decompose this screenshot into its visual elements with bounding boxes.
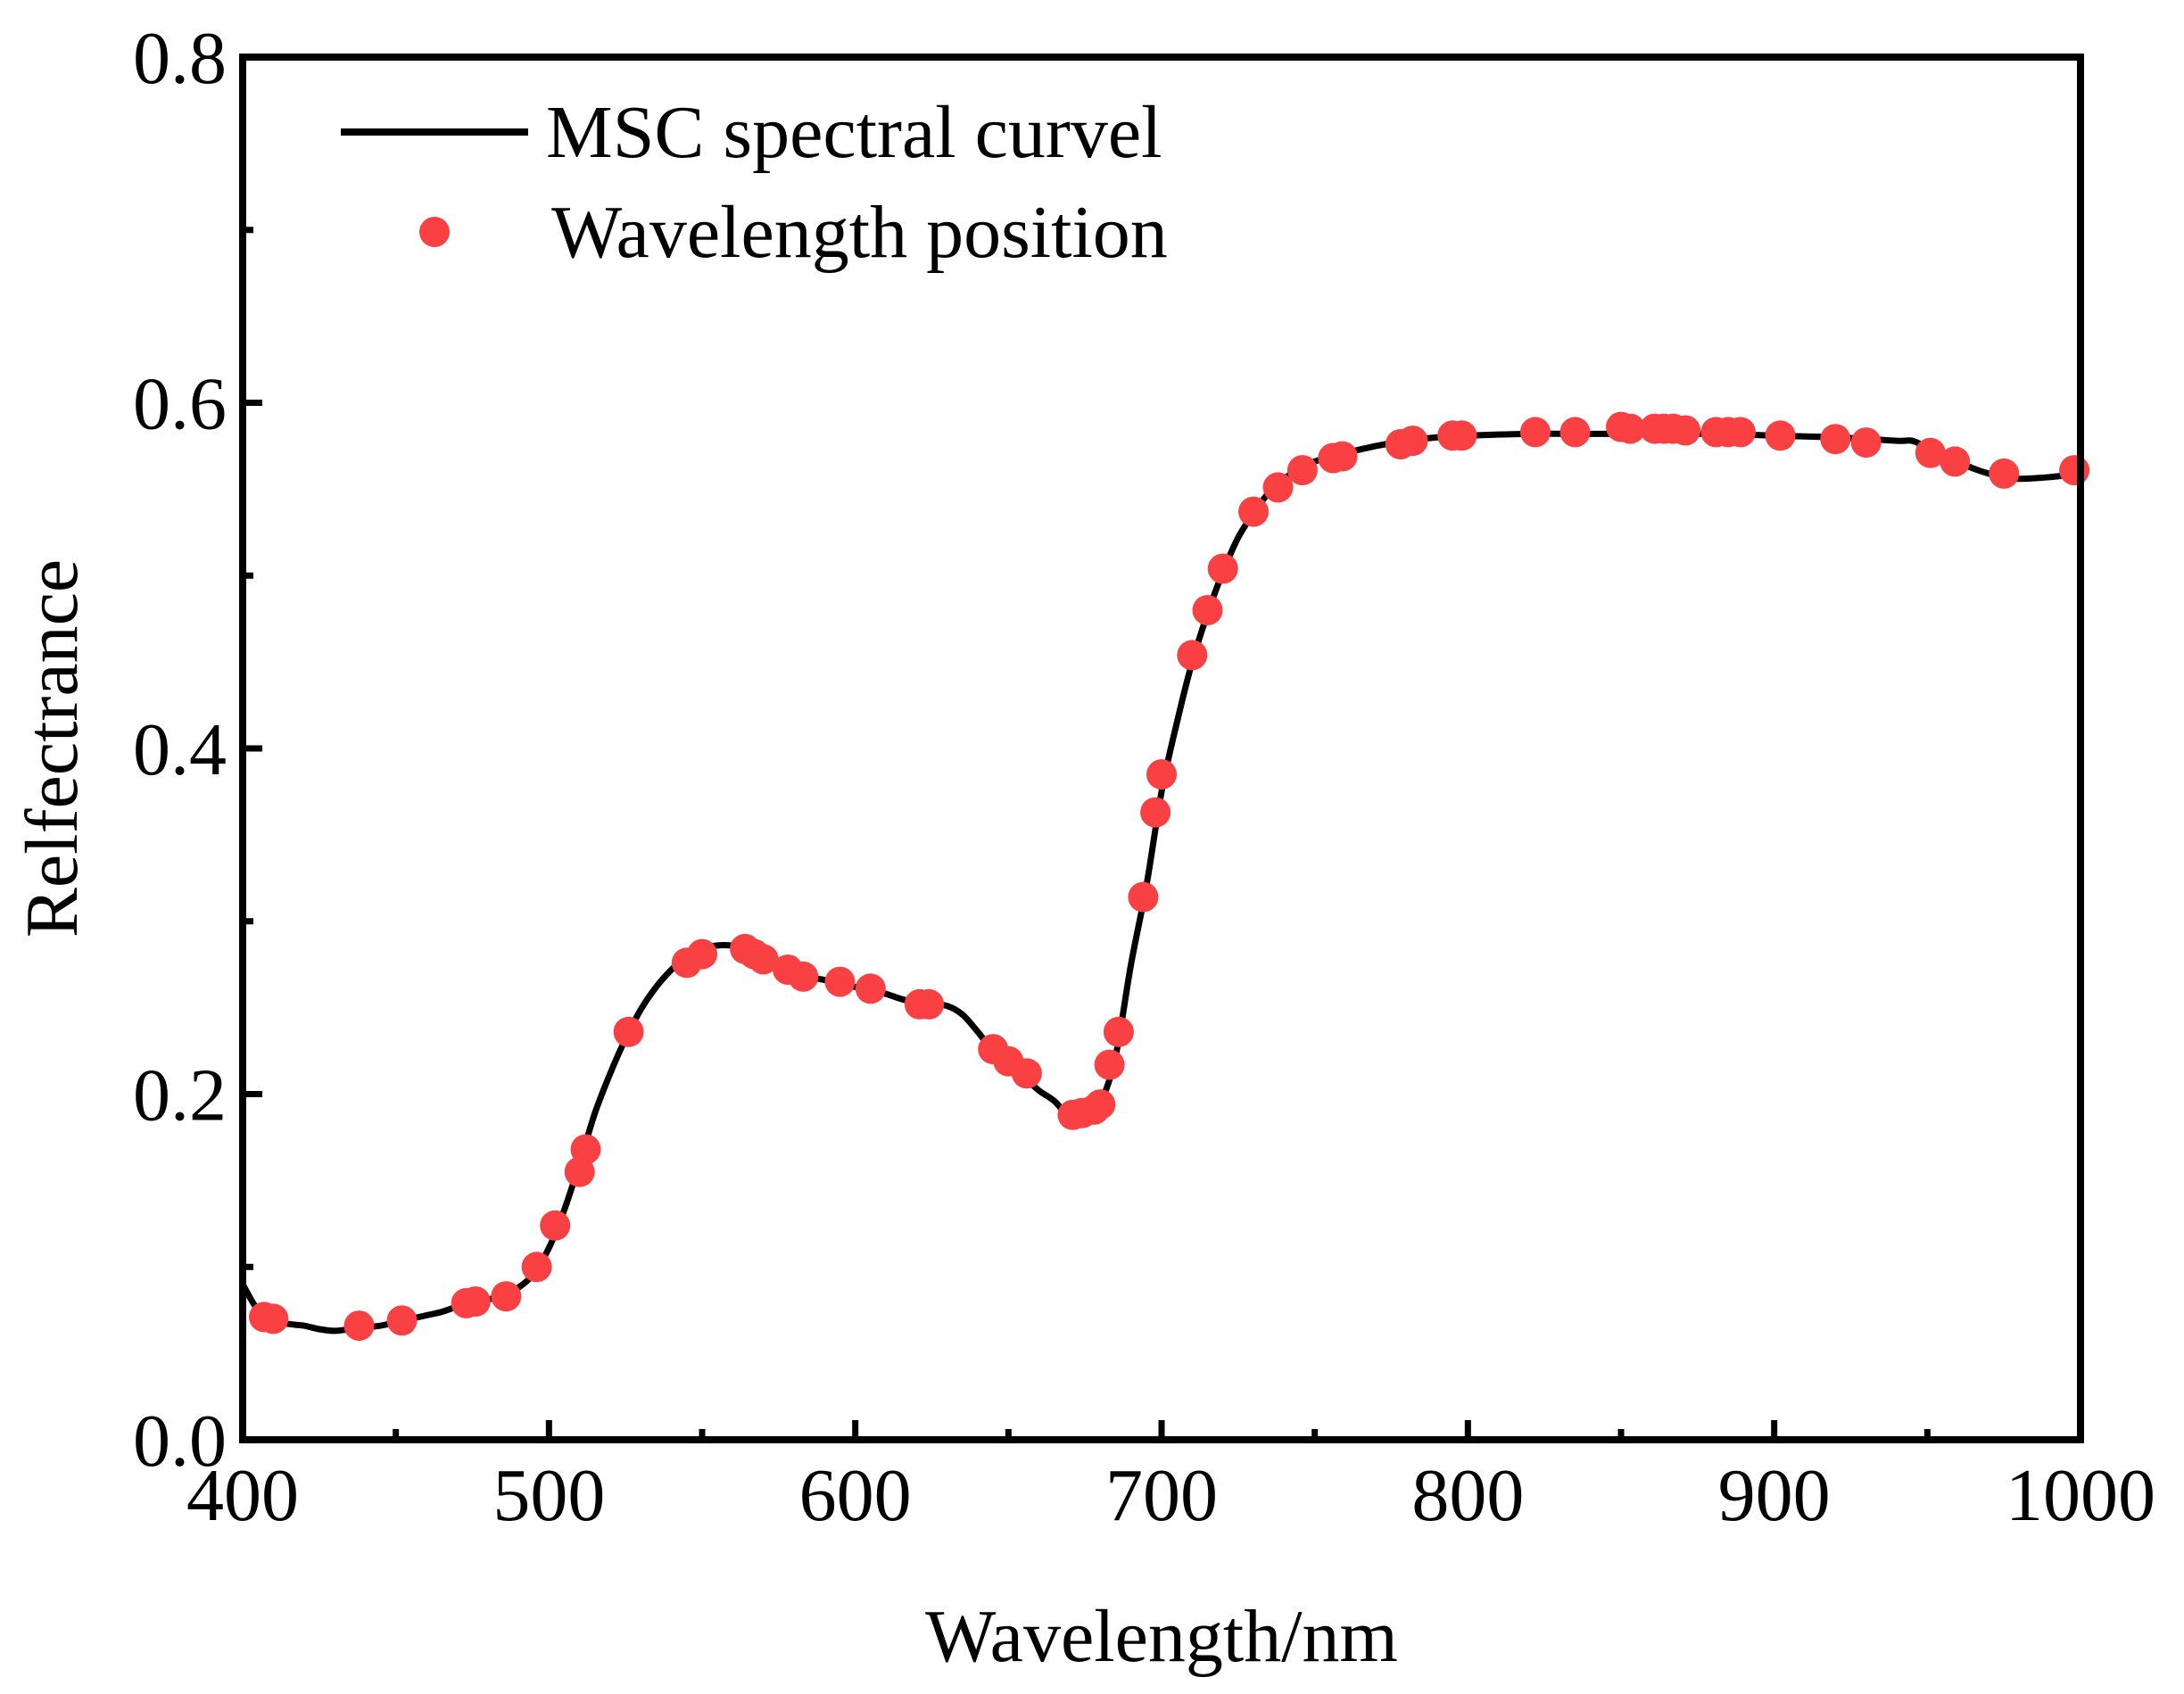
msc-spectral-curve <box>239 430 2084 1335</box>
legend-label-markers: Wavelength position <box>551 191 1168 274</box>
marker-point <box>521 1252 552 1283</box>
marker-point <box>258 1303 289 1335</box>
x-tick-label: 400 <box>186 1454 299 1537</box>
y-tick-label: 0.2 <box>133 1054 227 1137</box>
marker-point <box>386 1305 418 1336</box>
marker-point <box>570 1134 601 1165</box>
marker-point <box>914 988 945 1020</box>
marker-point <box>1765 420 1796 451</box>
marker-point <box>1192 595 1223 625</box>
marker-point <box>1559 417 1591 448</box>
marker-point <box>1519 417 1551 448</box>
marker-point <box>1446 420 1477 451</box>
marker-point <box>1011 1058 1042 1089</box>
x-tick-label: 900 <box>1718 1454 1831 1537</box>
marker-point <box>1327 441 1358 472</box>
legend-marker-swatch <box>419 217 450 247</box>
marker-point <box>1286 455 1318 486</box>
marker-point <box>1103 1016 1134 1047</box>
marker-point <box>1989 458 2020 489</box>
marker-point <box>1085 1089 1116 1120</box>
y-axis-title: Relfectrance <box>11 559 94 938</box>
marker-point <box>613 1016 644 1047</box>
marker-point <box>1670 415 1701 446</box>
marker-point <box>1850 427 1882 459</box>
marker-point <box>1262 472 1294 503</box>
marker-point <box>343 1310 375 1342</box>
legend: MSC spectral curvel Wavelength position <box>341 91 1168 274</box>
x-tick-label: 700 <box>1105 1454 1218 1537</box>
marker-point <box>2059 455 2090 486</box>
x-tick-label: 800 <box>1411 1454 1524 1537</box>
marker-point <box>1207 553 1238 584</box>
marker-point <box>1177 640 1208 671</box>
marker-point <box>1146 759 1177 790</box>
x-tick-label: 1000 <box>2006 1454 2155 1537</box>
x-tick-label: 500 <box>492 1454 605 1537</box>
legend-label-curve: MSC spectral curvel <box>546 91 1162 174</box>
marker-point <box>1725 417 1756 448</box>
x-tick-label: 600 <box>799 1454 912 1537</box>
y-axis-ticks: 0.0 0.2 0.4 0.6 0.8 <box>133 17 262 1483</box>
marker-point <box>1915 437 1946 468</box>
y-tick-label: 0.6 <box>133 363 227 446</box>
y-tick-label: 0.8 <box>133 17 227 100</box>
marker-point <box>1140 797 1171 828</box>
marker-point <box>1128 881 1159 913</box>
marker-point <box>1940 446 1971 477</box>
x-axis-title: Wavelength/nm <box>925 1595 1398 1678</box>
marker-point <box>540 1210 571 1241</box>
marker-point <box>1397 426 1428 457</box>
marker-point <box>1094 1049 1125 1080</box>
marker-point <box>855 973 886 1004</box>
marker-point <box>687 938 717 970</box>
plot-content <box>239 411 2090 1342</box>
marker-point <box>491 1281 522 1312</box>
wavelength-markers <box>249 411 2090 1342</box>
y-tick-label: 0.4 <box>133 708 227 791</box>
marker-point <box>459 1286 491 1317</box>
y-tick-label: 0.0 <box>133 1400 227 1483</box>
x-axis-ticks: 400 500 600 700 800 900 1000 <box>186 1420 2155 1537</box>
marker-point <box>788 961 819 992</box>
marker-point <box>1615 413 1646 444</box>
marker-point <box>824 966 856 997</box>
marker-point <box>1820 424 1851 455</box>
marker-point <box>748 944 779 975</box>
marker-point <box>1238 496 1269 527</box>
